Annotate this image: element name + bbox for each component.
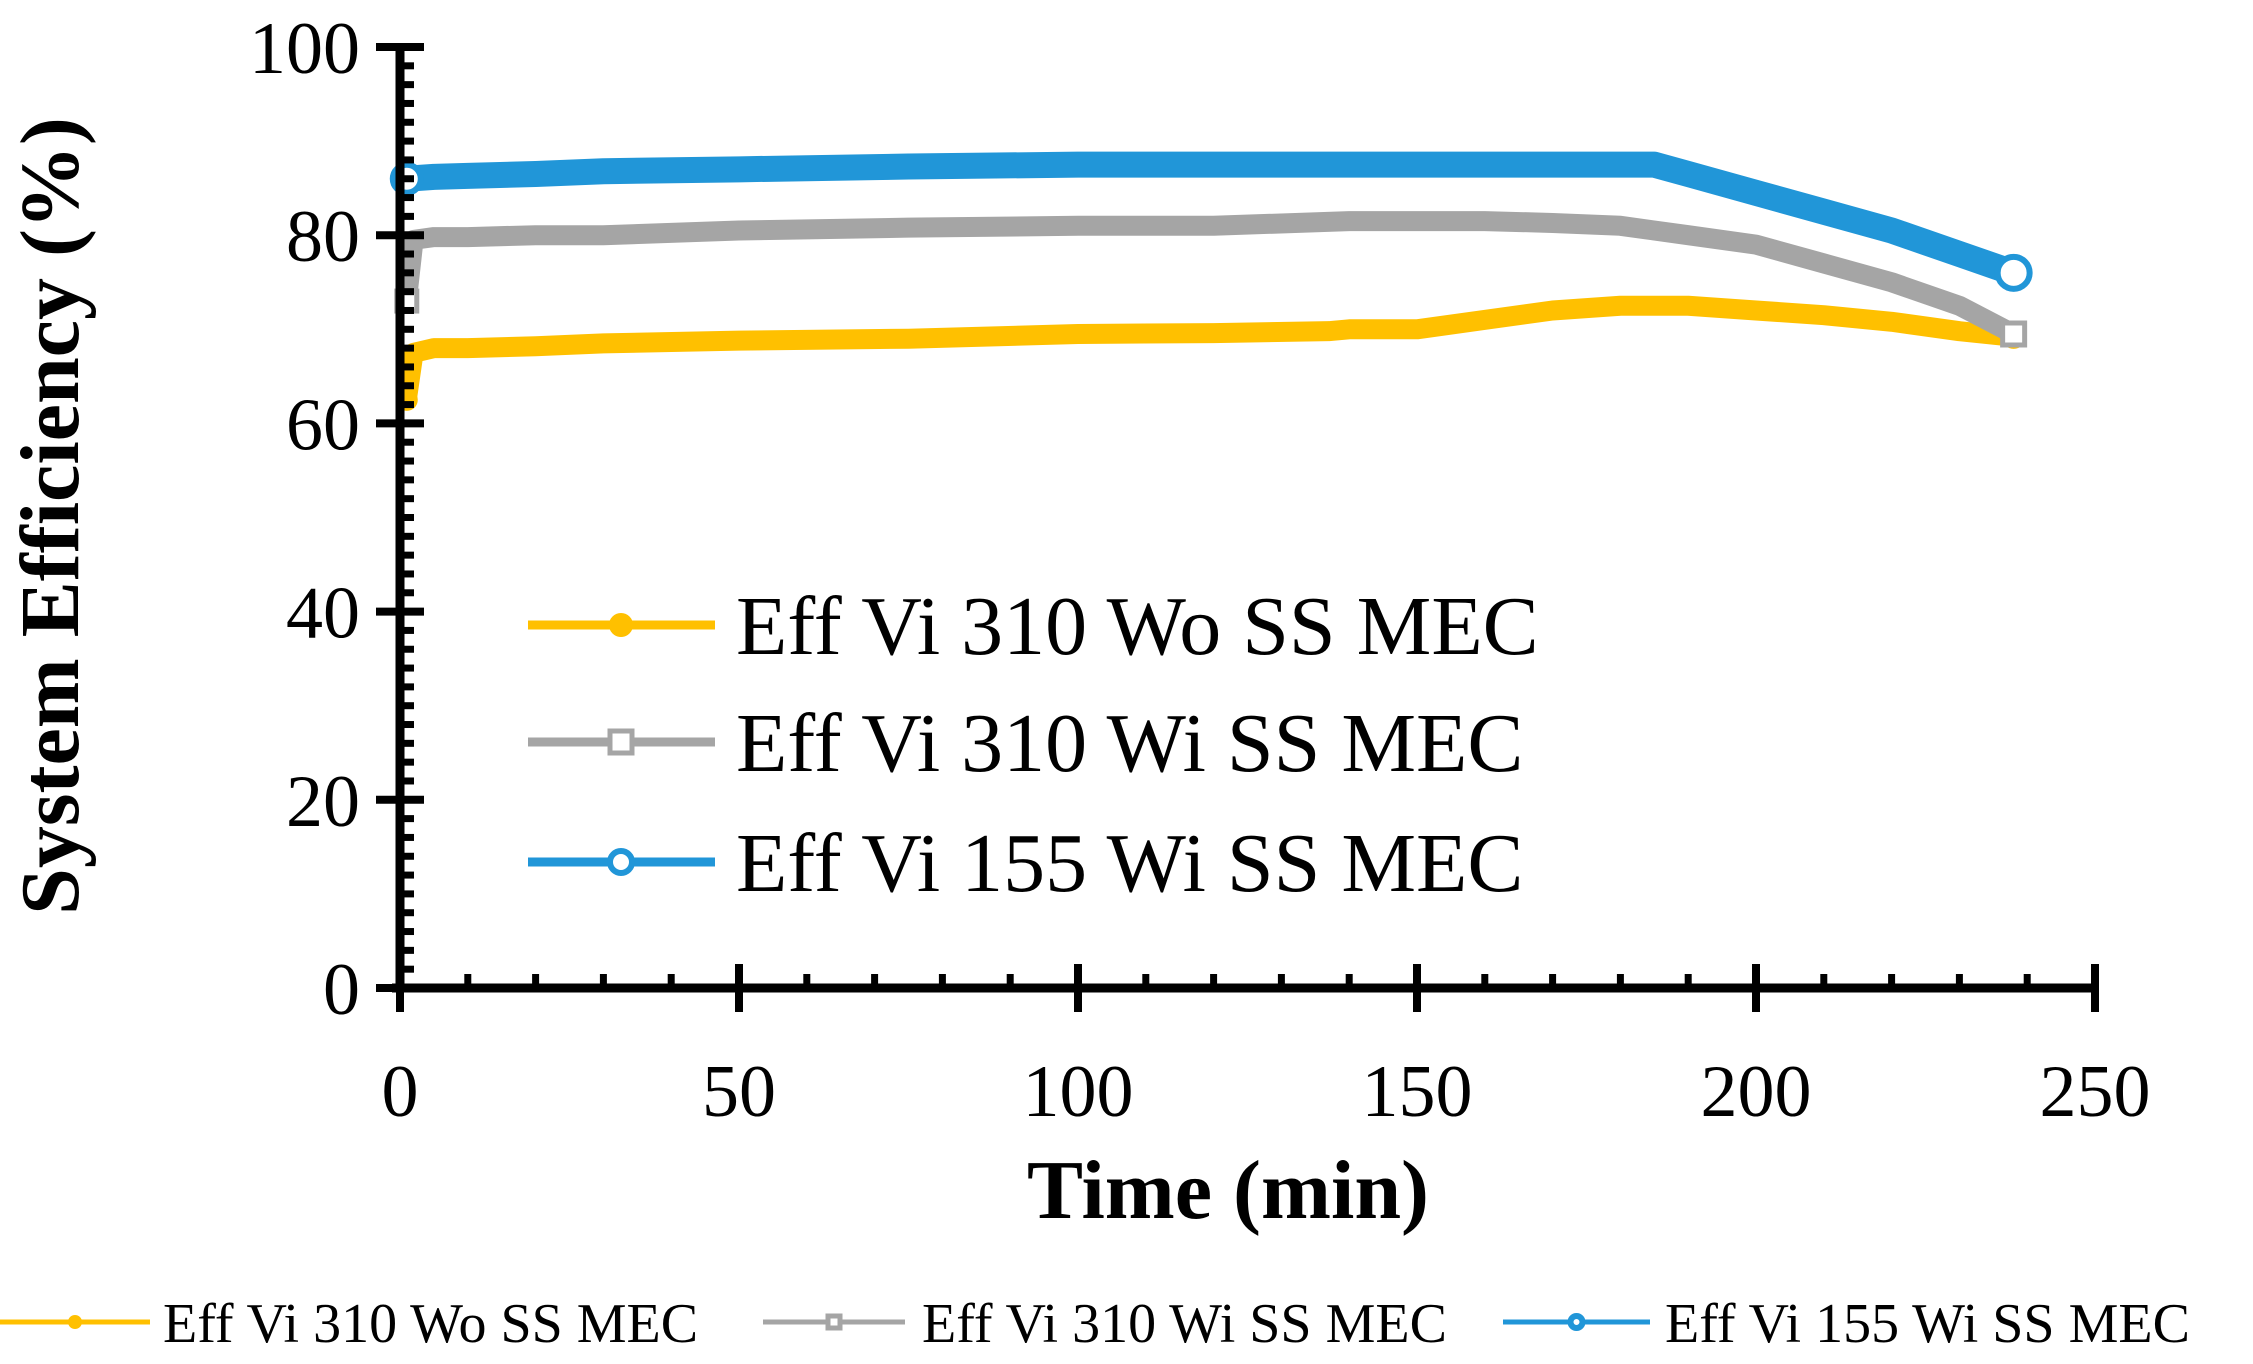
- x-tick-label: 150: [1362, 1051, 1473, 1133]
- legend-entry: Eff Vi 310 Wo SS MEC: [528, 580, 1539, 673]
- bottom-legend-label: Eff Vi 310 Wi SS MEC: [922, 1293, 1447, 1355]
- tick-label-layer: 0 20 40 60 80 100 0 50 100 150 200 250: [249, 8, 2151, 1133]
- y-tick-label: 20: [286, 761, 360, 843]
- legend-marker: [607, 728, 635, 756]
- bottom-legend-entry: Eff Vi 310 Wo SS MEC: [0, 1293, 698, 1355]
- y-tick-label: 40: [286, 573, 360, 655]
- bottom-legend-entry: Eff Vi 310 Wi SS MEC: [763, 1293, 1447, 1355]
- bottom-legend-marker: [825, 1313, 843, 1331]
- y-tick-label: 0: [323, 949, 360, 1031]
- axes-layer: [376, 43, 2099, 1012]
- x-tick-label: 0: [382, 1051, 419, 1133]
- x-tick-label: 100: [1023, 1051, 1134, 1133]
- legend-label: Eff Vi 310 Wi SS MEC: [736, 697, 1523, 790]
- bottom-legend-entry: Eff Vi 155 Wi SS MEC: [1503, 1293, 2190, 1355]
- legend-bottom: Eff Vi 310 Wo SS MEC Eff Vi 310 Wi SS MEC…: [0, 1293, 2190, 1355]
- x-axis-title: Time (min): [1027, 1144, 1429, 1237]
- y-tick-label: 60: [286, 384, 360, 466]
- x-tick-label: 50: [702, 1051, 776, 1133]
- legend-label: Eff Vi 155 Wi SS MEC: [736, 817, 1523, 910]
- y-tick-label: 100: [249, 8, 360, 90]
- series-line: [396, 295, 2024, 410]
- series-end-marker: [2000, 320, 2028, 348]
- y-tick-label: 80: [286, 196, 360, 278]
- bottom-legend-label: Eff Vi 155 Wi SS MEC: [1665, 1293, 2190, 1355]
- bottom-legend-marker: [68, 1315, 82, 1329]
- y-axis-title: System Efficiency (%): [4, 117, 97, 915]
- bottom-legend-label: Eff Vi 310 Wo SS MEC: [163, 1293, 698, 1355]
- series-line: [393, 151, 2027, 286]
- x-tick-label: 200: [1701, 1051, 1812, 1133]
- x-tick-label: 250: [2040, 1051, 2151, 1133]
- series-end-marker: [1994, 253, 2033, 292]
- bottom-legend-marker: [1567, 1313, 1586, 1331]
- legend-label: Eff Vi 310 Wo SS MEC: [736, 580, 1539, 673]
- series-line: [396, 211, 2024, 345]
- legend-entry: Eff Vi 155 Wi SS MEC: [528, 817, 1523, 910]
- series-layer: [389, 151, 2033, 411]
- legend-inside: Eff Vi 310 Wo SS MEC Eff Vi 310 Wi SS MEC…: [528, 580, 1539, 910]
- legend-entry: Eff Vi 310 Wi SS MEC: [528, 697, 1523, 790]
- legend-marker: [607, 848, 635, 876]
- legend-marker: [609, 613, 633, 637]
